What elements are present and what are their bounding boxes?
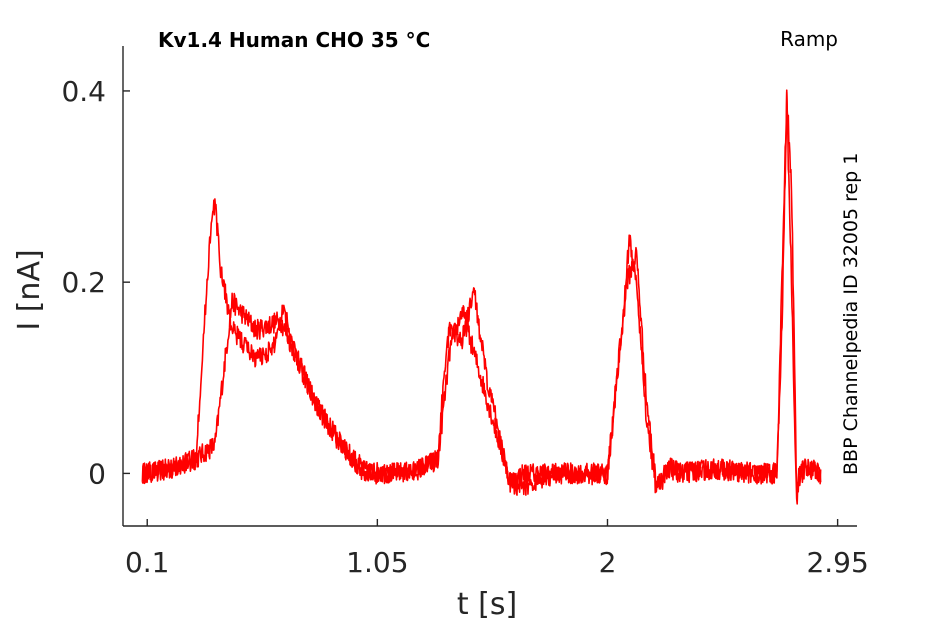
protocol-label: Ramp [780, 27, 838, 51]
side-label: BBP Channelpedia ID 32005 rep 1 [840, 153, 862, 475]
axes [122, 46, 857, 527]
y-tick-label: 0 [88, 457, 106, 490]
x-tick-label: 2.95 [806, 546, 868, 579]
y-axis-label: I [nA] [12, 249, 47, 330]
y-tick-label: 0.2 [61, 266, 106, 299]
current-trace [141, 89, 822, 505]
x-axis-label: t [s] [457, 587, 517, 622]
y-ticks: 0 0.2 0.4 [61, 75, 130, 490]
x-tick-label: 1.05 [346, 546, 408, 579]
chart-title: Kv1.4 Human CHO 35 °C [158, 28, 430, 52]
x-ticks: 0.1 1.05 2 2.95 [125, 519, 869, 579]
x-tick-label: 0.1 [125, 546, 170, 579]
traces [141, 89, 822, 505]
x-tick-label: 2 [599, 546, 617, 579]
y-tick-label: 0.4 [61, 75, 106, 108]
current-trace [141, 91, 822, 496]
